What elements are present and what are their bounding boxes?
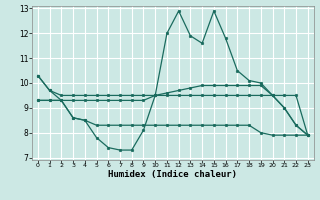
X-axis label: Humidex (Indice chaleur): Humidex (Indice chaleur) [108,170,237,179]
